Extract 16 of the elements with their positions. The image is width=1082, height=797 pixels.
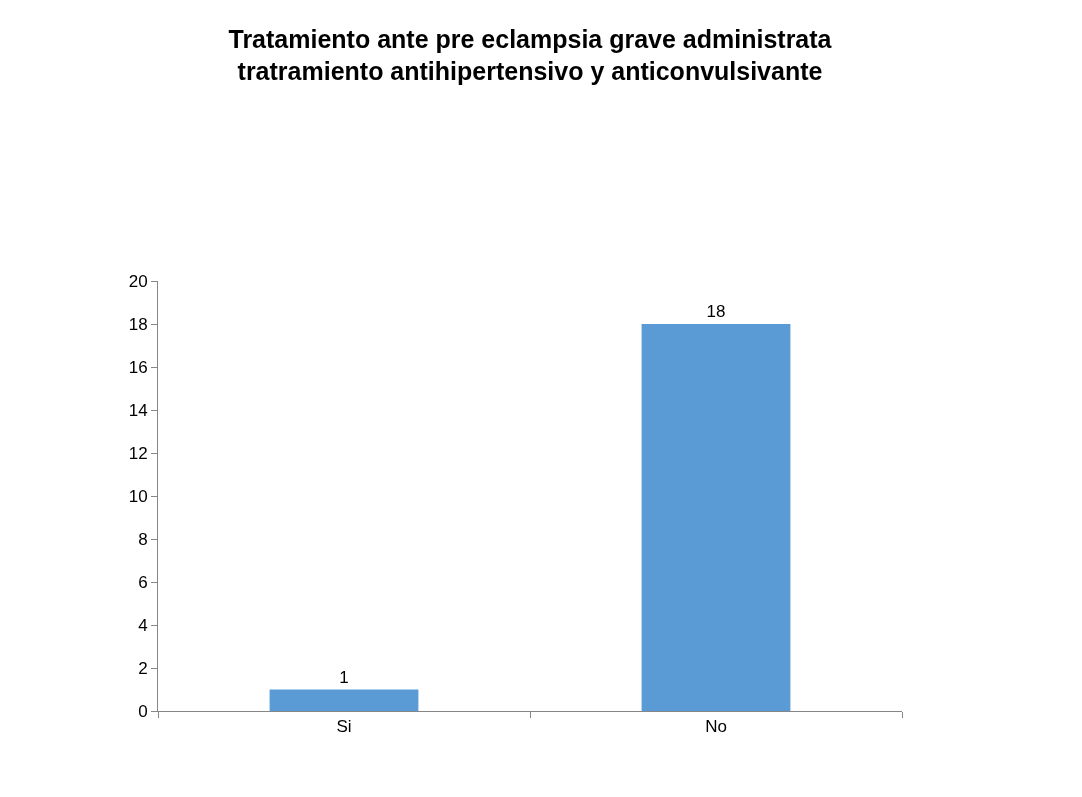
y-tick-label: 18 xyxy=(128,314,148,334)
y-tick-label: 8 xyxy=(138,529,148,549)
y-tick-label: 16 xyxy=(128,357,148,377)
y-tick-label: 14 xyxy=(128,400,148,420)
x-tick-label: No xyxy=(705,717,727,737)
y-tick-label: 2 xyxy=(138,658,148,678)
x-tick-label: Si xyxy=(336,717,352,737)
y-tick-label: 4 xyxy=(138,615,148,635)
chart-title: Tratamiento ante pre eclampsia grave administrata tratramiento antihipertensivo y anticonvulsivante xyxy=(228,24,833,86)
y-tick-label: 20 xyxy=(128,271,148,291)
y-tick-label: 10 xyxy=(128,486,148,506)
data-label: 18 xyxy=(706,302,726,321)
y-tick-label: 12 xyxy=(128,443,148,463)
data-label: 1 xyxy=(339,667,349,687)
y-tick-label: 6 xyxy=(138,572,148,592)
y-tick-label: 0 xyxy=(138,701,148,721)
